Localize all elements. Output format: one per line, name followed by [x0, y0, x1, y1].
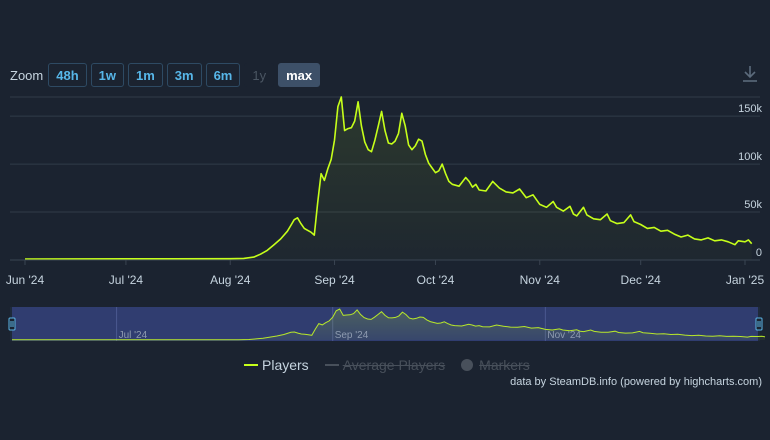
- players-area-fill: [25, 97, 752, 260]
- legend-players-label: Players: [262, 357, 309, 373]
- zoom-6m-button[interactable]: 6m: [205, 63, 241, 87]
- y-tick-label: 100k: [738, 151, 762, 163]
- zoom-1w-button[interactable]: 1w: [90, 63, 124, 87]
- legend-markers-swatch: [461, 359, 474, 371]
- x-tick-label: Jun '24: [6, 273, 45, 287]
- navigator-left-handle[interactable]: [8, 317, 16, 331]
- navigator-label: Nov '24: [547, 330, 581, 341]
- x-tick-label: Jul '24: [109, 273, 144, 287]
- chart-legend: Players Average Players Markers: [244, 356, 546, 374]
- chart-credit[interactable]: data by SteamDB.info (powered by highcha…: [510, 376, 762, 388]
- y-tick-label: 150k: [738, 103, 762, 115]
- navigator-line: [12, 308, 766, 341]
- download-icon[interactable]: [741, 64, 759, 84]
- navigator-area: [12, 309, 765, 340]
- zoom-1m-button[interactable]: 1m: [127, 63, 163, 87]
- x-tick-label: Oct '24: [417, 273, 455, 287]
- x-tick-label: Dec '24: [621, 273, 662, 287]
- navigator-label: Sep '24: [335, 330, 369, 341]
- navigator-label: Jul '24: [119, 330, 148, 341]
- y-tick-label: 50k: [744, 199, 762, 211]
- legend-players[interactable]: Players: [244, 357, 309, 373]
- y-tick-label: 0: [756, 247, 762, 259]
- zoom-max-button[interactable]: max: [278, 63, 321, 87]
- x-tick-label: Sep '24: [314, 273, 355, 287]
- navigator-right-handle[interactable]: [755, 317, 763, 331]
- x-tick-label: Nov '24: [520, 273, 561, 287]
- zoom-toolbar: Zoom 48h 1w 1m 3m 6m 1y max: [10, 63, 324, 87]
- legend-markers-label: Markers: [479, 357, 530, 373]
- zoom-label: Zoom: [10, 67, 44, 83]
- zoom-1y-button: 1y: [244, 63, 275, 87]
- players-series-line[interactable]: [24, 96, 753, 260]
- legend-players-swatch: [244, 364, 258, 366]
- legend-average-label: Average Players: [342, 357, 446, 373]
- legend-markers[interactable]: Markers: [461, 357, 530, 373]
- x-tick-label: Jan '25: [726, 273, 765, 287]
- x-tick-label: Aug '24: [210, 273, 251, 287]
- legend-average-players[interactable]: Average Players: [324, 357, 446, 373]
- legend-average-swatch: [324, 364, 339, 366]
- zoom-48h-button[interactable]: 48h: [48, 63, 87, 87]
- zoom-3m-button[interactable]: 3m: [166, 63, 202, 87]
